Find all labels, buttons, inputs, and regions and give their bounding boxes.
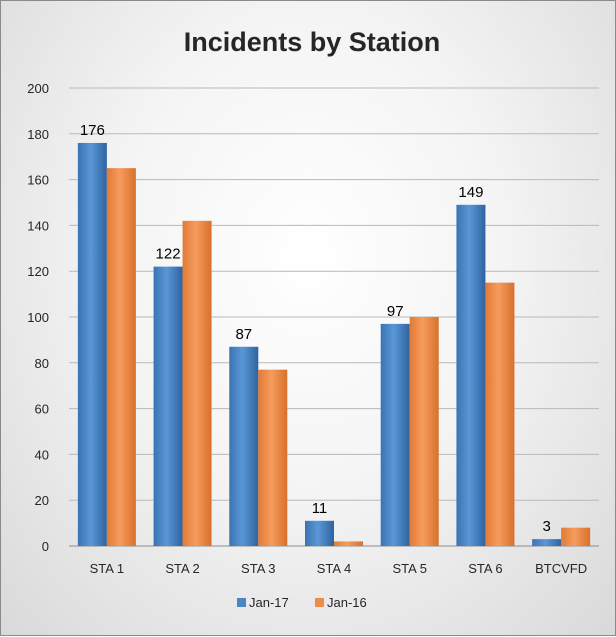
chart-title: Incidents by Station: [184, 27, 441, 57]
x-tick-label: STA 1: [90, 561, 124, 576]
y-tick-label: 140: [27, 218, 49, 233]
y-tick-label: 80: [35, 356, 49, 371]
legend-swatch: [315, 598, 324, 607]
y-tick-label: 60: [35, 402, 49, 417]
bar-jan-16-sta-6: [485, 282, 515, 546]
bar-jan-16-sta-2: [182, 220, 212, 546]
x-tick-label: STA 2: [165, 561, 199, 576]
x-tick-label: STA 6: [468, 561, 502, 576]
y-tick-label: 160: [27, 173, 49, 188]
bar-jan-17-sta-4: [305, 520, 334, 546]
data-label: 176: [80, 122, 105, 139]
y-tick-label: 200: [27, 81, 49, 96]
data-label: 97: [387, 303, 404, 320]
y-tick-label: 180: [27, 127, 49, 142]
x-tick-label: STA 4: [317, 561, 351, 576]
y-tick-label: 20: [35, 493, 49, 508]
bar-jan-16-sta-3: [258, 369, 288, 546]
x-tick-label: BTCVFD: [535, 561, 587, 576]
data-label: 11: [312, 500, 328, 517]
y-tick-label: 100: [27, 310, 49, 325]
data-label: 122: [156, 246, 181, 263]
bar-jan-17-sta-6: [456, 204, 486, 547]
bar-jan-17-sta-2: [153, 266, 183, 546]
data-label: 3: [542, 518, 550, 535]
bar-jan-17-sta-3: [229, 346, 259, 546]
bar-jan-17-btcvfd: [532, 539, 562, 546]
bar-jan-16-sta-1: [106, 168, 136, 546]
data-label: 149: [458, 184, 483, 201]
x-tick-label: STA 3: [241, 561, 275, 576]
bar-jan-16-sta-5: [409, 317, 439, 546]
bar-jan-17-sta-5: [380, 323, 410, 546]
legend-swatch: [237, 598, 246, 607]
x-tick-label: STA 5: [392, 561, 426, 576]
bar-jan-17-sta-1: [77, 142, 107, 546]
y-tick-label: 0: [42, 539, 49, 554]
data-label: 87: [235, 326, 252, 343]
y-tick-label: 40: [35, 447, 49, 462]
legend: Jan-17 Jan-16: [237, 595, 367, 610]
legend-label: Jan-17: [249, 595, 289, 610]
bar-jan-16-btcvfd: [561, 527, 591, 546]
legend-label: Jan-16: [327, 595, 367, 610]
y-tick-label: 120: [27, 264, 49, 279]
bar-jan-16-sta-4: [334, 541, 363, 546]
